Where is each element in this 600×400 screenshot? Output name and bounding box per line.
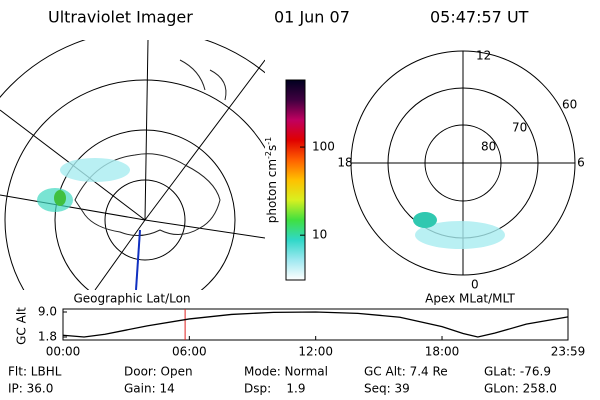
colorbar	[285, 79, 306, 281]
x-tick-label: 06:00	[172, 345, 207, 359]
y-tick-label: 9.0	[38, 305, 57, 319]
footer-field: GLat: -76.9	[484, 365, 551, 379]
footer-field: GLon: 258.0	[484, 382, 557, 396]
footer-field: Mode: Normal	[244, 365, 328, 379]
footer-field: Flt: LBHL	[8, 365, 62, 379]
mlt-label: 18	[337, 156, 352, 170]
x-tick-label: 00:00	[46, 345, 81, 359]
footer-field: Door: Open	[124, 365, 193, 379]
x-tick-label: 18:00	[425, 345, 460, 359]
footer-field: GC Alt: 7.4 Re	[364, 365, 448, 379]
y-axis-label: GC Alt	[15, 307, 29, 345]
plot-frame	[62, 308, 569, 341]
footer-field: IP: 36.0	[8, 382, 53, 396]
footer: Flt: LBHL Door: Open Mode: Normal GC Alt: 7…	[8, 365, 557, 396]
y-tick-label: 1.8	[38, 330, 57, 344]
lat-label: 60	[562, 98, 577, 112]
lat-label: 70	[512, 121, 527, 135]
line	[62, 311, 569, 338]
x-tick-label: 12:00	[298, 345, 333, 359]
lat-label: 80	[481, 140, 496, 154]
geo-map	[0, 40, 265, 290]
time: 05:47:57 UT	[430, 8, 529, 27]
apex-label: Apex MLat/MLT	[425, 292, 515, 306]
mlt-label: 0	[471, 278, 479, 292]
geo-label: Geographic Lat/Lon	[73, 292, 190, 306]
footer-field: Dsp: 1.9	[244, 382, 306, 396]
x-tick-label: 23:59	[551, 345, 586, 359]
mlt-label: 12	[476, 49, 491, 63]
footer-field: Seq: 39	[364, 382, 410, 396]
footer-field: Gain: 14	[124, 382, 175, 396]
title: Ultraviolet Imager	[48, 8, 193, 27]
date: 01 Jun 07	[274, 8, 350, 27]
colorbar-tick-label: 10	[312, 228, 327, 242]
colorbar-label: photon cm-2s-1	[264, 137, 279, 224]
mlt-label: 6	[577, 156, 585, 170]
colorbar-tick-label: 100	[312, 140, 335, 154]
